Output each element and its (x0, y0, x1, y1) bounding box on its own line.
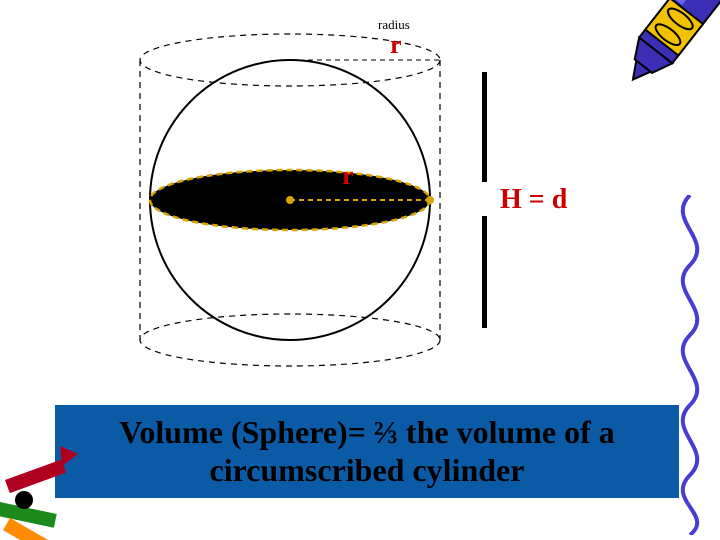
r-mid-label: r (342, 161, 354, 191)
crayon-icon (590, 0, 720, 130)
r-top-label: r (390, 30, 402, 60)
formula-box: Volume (Sphere)= ⅔ the volume of a circu… (55, 405, 679, 498)
sphere-cylinder-diagram (110, 20, 470, 400)
height-label: H = d (500, 184, 567, 216)
center-dot (286, 196, 294, 204)
formula-line-2: circumscribed cylinder (210, 452, 525, 488)
height-bar-bottom (482, 216, 487, 328)
pencils-icon (0, 440, 100, 540)
height-bar-top (482, 72, 487, 182)
squiggle-decoration (660, 195, 720, 535)
formula-line-1: Volume (Sphere)= ⅔ the volume of a (119, 414, 615, 450)
stage: radius r r H = d Volume (Sphere)= ⅔ the … (0, 0, 720, 540)
edge-dot (426, 196, 434, 204)
